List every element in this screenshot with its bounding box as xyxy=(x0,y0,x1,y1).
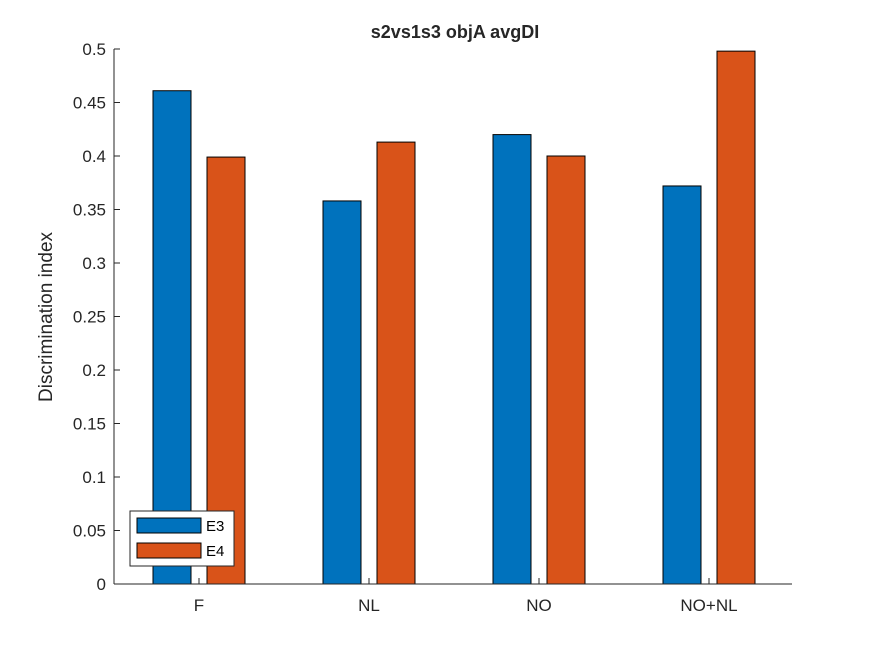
bar-e4-no xyxy=(546,155,586,585)
legend-swatch-e3 xyxy=(136,517,202,534)
y-tick-label: 0.35 xyxy=(73,201,106,220)
x-tick-label: NO+NL xyxy=(680,596,737,615)
bars-group xyxy=(152,50,756,585)
y-tick-label: 0.5 xyxy=(82,40,106,59)
y-axis-label: Discrimination index xyxy=(36,232,57,403)
legend-label-e4: E4 xyxy=(206,543,224,560)
y-tick-label: 0.2 xyxy=(82,361,106,380)
y-tick-label: 0.1 xyxy=(82,468,106,487)
legend-label-e3: E3 xyxy=(206,518,224,535)
y-tick-label: 0 xyxy=(97,575,106,594)
bar-e4-no-nl xyxy=(716,50,756,585)
y-tick-label: 0.25 xyxy=(73,308,106,327)
bar-e3-no-nl xyxy=(662,185,702,585)
y-tick-label: 0.3 xyxy=(82,254,106,273)
bar-e4-nl xyxy=(376,141,416,585)
x-tick-label: NL xyxy=(358,596,380,615)
y-tick-label: 0.45 xyxy=(73,94,106,113)
y-tick-label: 0.15 xyxy=(73,415,106,434)
axes-group: 0 0.05 0.1 0.15 0.2 0.25 0.3 0.35 0.4 0.45 0.5 F NL N… xyxy=(73,40,792,615)
y-tick-label: 0.4 xyxy=(82,147,106,166)
bar-e3-nl xyxy=(322,200,362,585)
x-tick-label: F xyxy=(194,596,204,615)
bar-e3-f xyxy=(152,90,192,585)
bar-e3-no xyxy=(492,134,532,585)
y-tick-label: 0.05 xyxy=(73,522,106,541)
legend-swatch-e4 xyxy=(136,542,202,559)
chart-title: s2vs1s3 objA avgDI xyxy=(371,22,539,42)
x-tick-label: NO xyxy=(526,596,552,615)
